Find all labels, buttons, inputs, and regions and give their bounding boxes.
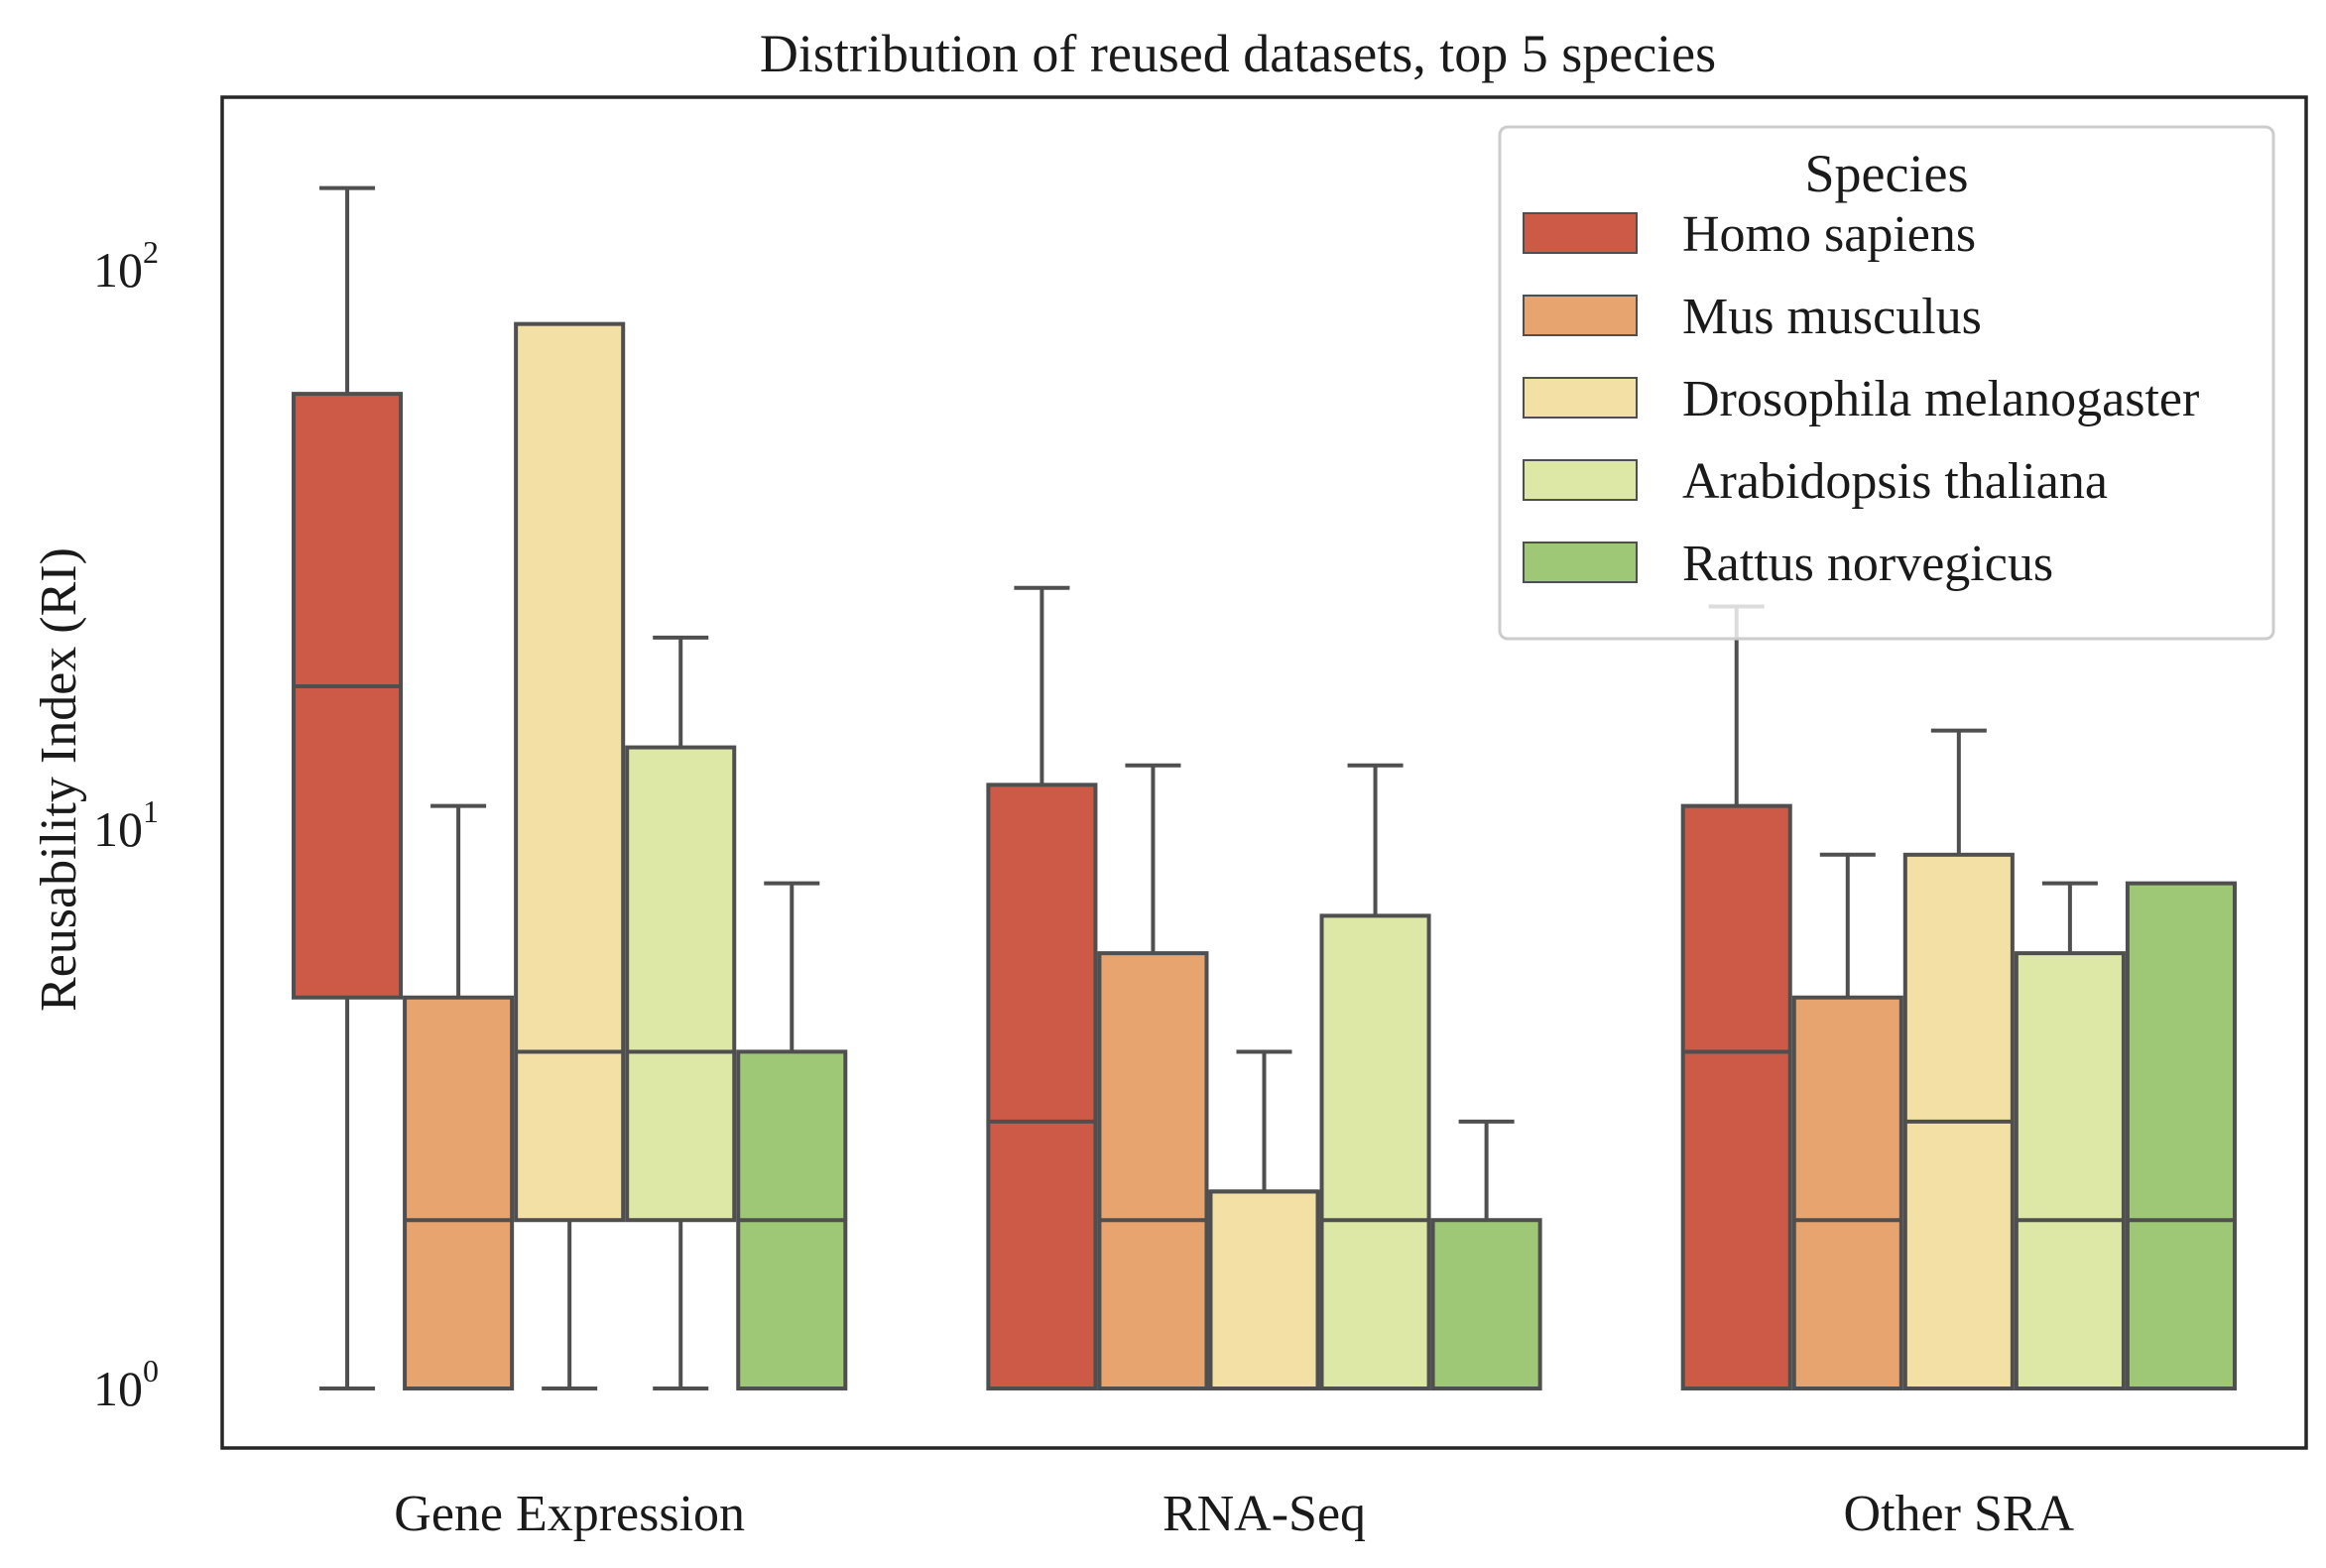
legend-label: Arabidopsis thaliana <box>1682 453 2108 510</box>
legend: Species Homo sapiens Mus musculus Drosophi… <box>1498 125 2275 641</box>
legend-frame <box>1498 125 2275 641</box>
legend-swatch <box>1523 459 1638 501</box>
box-body <box>1680 803 1792 1390</box>
box-0-3 <box>625 635 737 1390</box>
box-body <box>1319 913 1431 1390</box>
box-2-3 <box>2014 881 2126 1390</box>
box-0-1 <box>403 803 515 1391</box>
box-body <box>1791 995 1903 1391</box>
box-1-2 <box>1208 1049 1320 1390</box>
box-body <box>1208 1189 1320 1390</box>
box-body <box>986 783 1098 1390</box>
box-body <box>514 321 626 1223</box>
legend-swatch <box>1523 542 1638 583</box>
legend-label: Drosophila melanogaster <box>1682 371 2199 427</box>
box-body <box>625 745 737 1223</box>
x-tick-label-2: Other SRA <box>1844 1486 2075 1542</box>
box-0-4 <box>736 881 848 1390</box>
box-2-0 <box>1680 604 1792 1390</box>
y-axis-label: Reusability Index (RI) <box>31 547 87 1012</box>
legend-swatch <box>1523 212 1638 254</box>
box-2-1 <box>1791 852 1903 1391</box>
box-body <box>292 392 404 1000</box>
legend-label: Rattus norvegicus <box>1682 536 2053 592</box>
legend-title: Species <box>1805 144 1969 203</box>
plot-frame <box>220 95 2308 1450</box>
chart-title: Distribution of reused datasets, top 5 s… <box>760 24 1716 83</box>
x-tick-label-0: Gene Expression <box>394 1486 745 1542</box>
legend-items: Homo sapiens Mus musculus Drosophila melan… <box>1523 206 2199 592</box>
x-tick-label-1: RNA-Seq <box>1163 1486 1366 1542</box>
box-1-3 <box>1319 763 1431 1390</box>
box-0-2 <box>514 321 626 1390</box>
box-body <box>403 995 515 1391</box>
box-1-1 <box>1097 763 1209 1390</box>
box-2-4 <box>2125 881 2237 1390</box>
y-tick-label-1: 101 <box>93 793 159 857</box>
box-1-4 <box>1430 1119 1542 1391</box>
box-body <box>1430 1218 1542 1391</box>
legend-item-0: Homo sapiens <box>1523 206 1976 263</box>
y-tick-label-0: 100 <box>93 1353 159 1416</box>
legend-item-3: Arabidopsis thaliana <box>1523 453 2108 510</box>
y-axis-ticks: 100 101 102 <box>93 234 159 1416</box>
y-tick-label-2: 102 <box>93 234 159 298</box>
box-1-0 <box>986 585 1098 1390</box>
x-axis-ticks: Gene Expression RNA-Seq Other SRA <box>394 1486 2074 1542</box>
legend-item-4: Rattus norvegicus <box>1523 536 2053 592</box>
legend-label: Homo sapiens <box>1682 206 1976 263</box>
legend-label: Mus musculus <box>1682 289 1982 345</box>
legend-swatch <box>1523 295 1638 336</box>
box-body <box>2125 881 2237 1390</box>
box-0-0 <box>292 185 404 1390</box>
box-body <box>2014 951 2126 1390</box>
legend-item-1: Mus musculus <box>1523 289 1982 345</box>
legend-item-2: Drosophila melanogaster <box>1523 371 2199 427</box>
boxes-layer <box>292 185 2237 1391</box>
legend-swatch <box>1523 377 1638 419</box>
box-2-2 <box>1902 728 2015 1390</box>
box-body <box>1097 951 1209 1390</box>
